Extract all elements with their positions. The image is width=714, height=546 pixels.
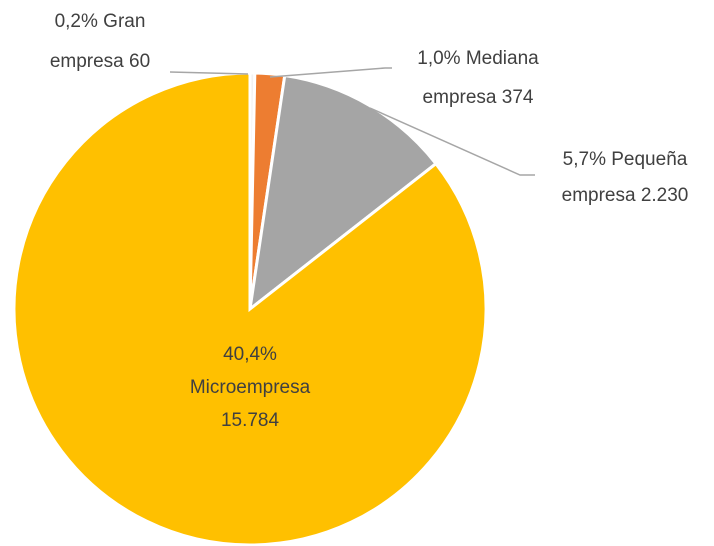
category-label: Pequeña empresa [561, 149, 688, 206]
percent-label: 5,7% [562, 149, 606, 170]
category-label: Mediana empresa [422, 48, 539, 108]
leader-line [269, 67, 392, 78]
leader-line [169, 71, 249, 75]
percent-label: 0,2% [54, 11, 98, 32]
value-label: 60 [129, 51, 151, 72]
value-label: 2.230 [640, 185, 689, 206]
category-label: Gran empresa [49, 11, 146, 72]
percent-label: 1,0% [417, 48, 461, 69]
pie [12, 71, 488, 546]
data-label: 1,0% Mediana empresa 374 [398, 39, 558, 117]
category-label: Microempresa [189, 377, 311, 398]
value-label: 374 [501, 87, 534, 108]
data-label: 5,7% Pequeña empresa 2.230 [535, 142, 714, 214]
data-label: 0,2% Gran empresa 60 [30, 2, 170, 82]
percent-label: 40,4% [223, 344, 277, 365]
pie-slice [247, 73, 439, 313]
pie-slice [12, 71, 488, 546]
leader-line [369, 107, 535, 176]
data-label: 40,4% Microempresa 15.784 [180, 338, 320, 437]
value-label: 15.784 [220, 410, 280, 431]
